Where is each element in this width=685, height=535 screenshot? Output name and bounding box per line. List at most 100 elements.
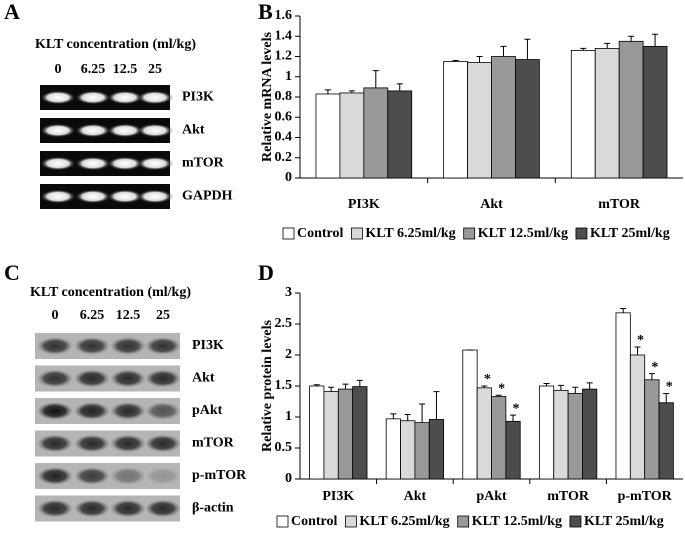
y-axis-label: Relative protein levels xyxy=(260,319,275,451)
blot-band xyxy=(40,156,76,171)
y-tick-label: 0.5 xyxy=(275,440,293,455)
bar xyxy=(400,420,416,480)
band-label: p-mTOR xyxy=(192,468,247,483)
band-label: GAPDH xyxy=(182,189,233,204)
y-tick-label: 0 xyxy=(285,170,292,185)
error-bar xyxy=(543,383,550,386)
legend-swatch xyxy=(345,515,357,528)
error-bar xyxy=(524,38,531,60)
lane-label: 0 xyxy=(52,308,59,323)
blot-band xyxy=(107,123,143,138)
blot-band xyxy=(145,402,181,420)
legend-label: KLT 6.25ml/kg xyxy=(359,514,449,529)
legend-swatch xyxy=(276,515,289,528)
x-tick-label: mTOR xyxy=(547,489,590,504)
blot-band xyxy=(40,189,76,204)
y-tick-label: 1.5 xyxy=(275,378,293,393)
bar xyxy=(615,312,631,480)
bar xyxy=(515,59,540,179)
bar xyxy=(323,391,339,480)
blot-band xyxy=(137,189,173,204)
bar xyxy=(491,56,516,179)
error-bar xyxy=(324,89,331,94)
blot-band xyxy=(37,369,73,388)
lane-label: 25 xyxy=(156,308,170,323)
bar xyxy=(629,354,646,480)
lane-label: 12.5 xyxy=(113,62,138,77)
error-bar xyxy=(580,47,587,51)
bar xyxy=(553,389,569,480)
legend-label: Control xyxy=(291,514,338,529)
bar xyxy=(385,418,401,480)
blot-band xyxy=(75,189,111,204)
blot-band xyxy=(75,156,111,171)
error-bar xyxy=(452,60,459,62)
band-label: Akt xyxy=(182,123,205,138)
bar xyxy=(582,388,598,480)
error-bar xyxy=(628,35,635,42)
blot-band xyxy=(110,337,146,355)
error-bar xyxy=(433,391,440,420)
significance-marker: * xyxy=(484,372,491,387)
blot-band xyxy=(74,402,110,420)
legend-swatch xyxy=(569,515,582,528)
error-bar xyxy=(481,385,488,388)
bar xyxy=(387,90,413,179)
blot-band xyxy=(110,499,146,518)
legend-label: KLT 25ml/kg xyxy=(584,514,664,529)
error-bar xyxy=(328,386,335,392)
error-bar xyxy=(396,83,403,91)
error-bar xyxy=(572,386,579,394)
y-tick-label: 1 xyxy=(285,409,292,424)
blot-band xyxy=(137,123,173,138)
legend-swatch xyxy=(282,227,295,240)
bar xyxy=(644,379,660,480)
panel-label: B xyxy=(258,0,273,24)
bar xyxy=(337,388,354,480)
x-tick-label: Akt xyxy=(404,489,427,504)
bar xyxy=(594,48,620,179)
bar xyxy=(315,93,341,179)
blot-band xyxy=(40,123,76,138)
band-label: PI3K xyxy=(182,90,214,105)
bar xyxy=(352,386,368,480)
blot-band xyxy=(137,90,173,105)
legend-swatch xyxy=(463,227,476,240)
blot-band xyxy=(74,369,110,388)
bar xyxy=(476,387,492,480)
blot-band xyxy=(37,499,73,518)
error-bar xyxy=(419,403,426,423)
significance-marker: * xyxy=(666,380,673,395)
band-label: mTOR xyxy=(182,156,225,171)
blot-band xyxy=(145,369,181,388)
error-bar xyxy=(620,308,627,313)
y-tick-label: 1 xyxy=(285,69,292,84)
lane-label: 6.25 xyxy=(80,308,105,323)
bar xyxy=(443,61,468,179)
error-bar xyxy=(313,384,320,386)
y-tick-label: 0.4 xyxy=(275,130,293,145)
blot-band xyxy=(74,467,110,485)
bar xyxy=(467,62,492,179)
error-bar xyxy=(634,346,641,355)
blot-band xyxy=(110,369,146,388)
error-bar xyxy=(356,379,363,387)
blot-band xyxy=(37,467,73,485)
bar xyxy=(658,402,674,480)
error-bar xyxy=(663,392,670,403)
significance-marker: * xyxy=(513,401,520,416)
blot-band xyxy=(107,90,143,105)
blot-band xyxy=(137,156,173,171)
panel-label: C xyxy=(4,260,20,285)
band-label: β-actin xyxy=(192,501,234,516)
error-bar xyxy=(586,382,593,390)
bar xyxy=(491,396,507,480)
blot-band xyxy=(74,499,110,518)
legend-label: KLT 12.5ml/kg xyxy=(472,514,562,529)
blot-band xyxy=(110,467,146,485)
error-bar xyxy=(348,90,355,93)
lane-label: 12.5 xyxy=(116,308,141,323)
error-bar xyxy=(495,394,502,397)
bar xyxy=(618,40,644,179)
blot-band xyxy=(145,337,181,355)
